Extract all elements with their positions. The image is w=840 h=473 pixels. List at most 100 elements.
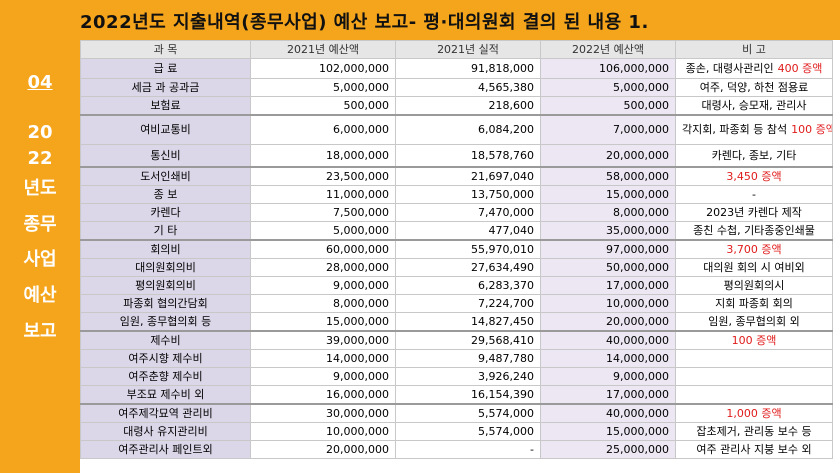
note-text: 평의원회의시 bbox=[723, 278, 785, 292]
row-note: - bbox=[675, 185, 833, 204]
row-budget-2022: 15,000,000 bbox=[540, 422, 676, 441]
row-note bbox=[675, 367, 833, 386]
note-text: 2023년 카렌다 제작 bbox=[706, 205, 802, 219]
row-actual-2021: 27,634,490 bbox=[395, 258, 541, 277]
row-subject: 부조묘 제수비 외 bbox=[80, 385, 251, 405]
note-text: 각지회, 파종회 등 참석 bbox=[682, 123, 788, 136]
table-row: 통신비 18,000,000 18,578,760 20,000,000 카렌다, 종보… bbox=[80, 144, 833, 168]
row-actual-2021: 477,040 bbox=[395, 221, 541, 241]
row-note: 3,700 증액 bbox=[675, 239, 833, 259]
row-budget-2022: 25,000,000 bbox=[540, 440, 676, 459]
row-note: 카렌다, 종보, 기타 bbox=[675, 144, 833, 168]
row-actual-2021: 5,574,000 bbox=[395, 403, 541, 423]
row-note: 잡초제거, 관리동 보수 등 bbox=[675, 422, 833, 441]
row-budget-2021: 10,000,000 bbox=[250, 422, 396, 441]
table-row: 카렌다 7,500,000 7,470,000 8,000,000 2023년 카렌다 … bbox=[80, 203, 833, 222]
row-note: 1,000 증액 bbox=[675, 403, 833, 423]
header-subject: 과 목 bbox=[80, 40, 251, 59]
row-budget-2022: 7,000,000 bbox=[540, 114, 676, 145]
table-row: 여주시향 제수비 14,000,000 9,487,780 14,000,000 bbox=[80, 349, 833, 368]
row-actual-2021: 16,154,390 bbox=[395, 385, 541, 405]
row-note: 2023년 카렌다 제작 bbox=[675, 203, 833, 222]
row-budget-2021: 28,000,000 bbox=[250, 258, 396, 277]
row-actual-2021: - bbox=[395, 440, 541, 459]
table-row: 대령사 유지관리비 10,000,000 5,574,000 15,000,000 잡초… bbox=[80, 422, 833, 441]
row-budget-2022: 20,000,000 bbox=[540, 144, 676, 168]
row-actual-2021: 6,084,200 bbox=[395, 114, 541, 145]
row-subject: 여주시향 제수비 bbox=[80, 349, 251, 368]
side-label: 04 bbox=[27, 72, 53, 93]
row-budget-2022: 35,000,000 bbox=[540, 221, 676, 241]
row-actual-2021: 4,565,380 bbox=[395, 78, 541, 97]
row-actual-2021: 7,224,700 bbox=[395, 294, 541, 313]
row-actual-2021: 9,487,780 bbox=[395, 349, 541, 368]
row-note: 평의원회의시 bbox=[675, 276, 833, 295]
row-subject: 종 보 bbox=[80, 185, 251, 204]
note-text: 대령사, 승모재, 관리사 bbox=[701, 98, 807, 112]
table-row: 급 료 102,000,000 91,818,000 106,000,000 종손, 대… bbox=[80, 58, 833, 79]
row-subject: 급 료 bbox=[80, 58, 251, 79]
side-label: 20 bbox=[27, 122, 53, 143]
row-budget-2022: 97,000,000 bbox=[540, 239, 676, 259]
row-budget-2022: 15,000,000 bbox=[540, 185, 676, 204]
row-budget-2021: 500,000 bbox=[250, 96, 396, 116]
row-actual-2021: 21,697,040 bbox=[395, 166, 541, 186]
side-label: 년도 bbox=[23, 178, 57, 199]
row-subject: 통신비 bbox=[80, 144, 251, 168]
note-text: 종손, 대령사관리인 bbox=[685, 61, 774, 75]
row-note: 임원, 종무협의회 외 bbox=[675, 312, 833, 332]
row-budget-2021: 102,000,000 bbox=[250, 58, 396, 79]
row-actual-2021: 14,827,450 bbox=[395, 312, 541, 332]
row-subject: 여주춘향 제수비 bbox=[80, 367, 251, 386]
row-actual-2021: 218,600 bbox=[395, 96, 541, 116]
row-subject: 제수비 bbox=[80, 330, 251, 350]
report-title: 2022년도 지출내역(종무사업) 예산 보고- 평·대의원회 결의 된 내용 … bbox=[80, 12, 649, 33]
row-subject: 기 타 bbox=[80, 221, 251, 241]
note-increase: 3,450 증액 bbox=[726, 169, 782, 183]
row-actual-2021: 6,283,370 bbox=[395, 276, 541, 295]
row-actual-2021: 3,926,240 bbox=[395, 367, 541, 386]
row-subject: 여주관리사 페인트외 bbox=[80, 440, 251, 459]
table-row: 종 보 11,000,000 13,750,000 15,000,000 - bbox=[80, 185, 833, 204]
side-label: 예산 bbox=[23, 285, 57, 306]
note-text: 잡초제거, 관리동 보수 등 bbox=[696, 424, 812, 438]
table-row: 여주제각묘역 관리비 30,000,000 5,574,000 40,000,000 1… bbox=[80, 403, 833, 423]
table-row: 여주춘향 제수비 9,000,000 3,926,240 9,000,000 bbox=[80, 367, 833, 386]
row-actual-2021: 91,818,000 bbox=[395, 58, 541, 79]
note-text: - bbox=[752, 187, 756, 201]
row-budget-2021: 39,000,000 bbox=[250, 330, 396, 350]
table-row: 부조묘 제수비 외 16,000,000 16,154,390 17,000,000 bbox=[80, 385, 833, 405]
title-bar: 2022년도 지출내역(종무사업) 예산 보고- 평·대의원회 결의 된 내용 … bbox=[0, 0, 840, 40]
row-budget-2021: 5,000,000 bbox=[250, 78, 396, 97]
row-budget-2021: 5,000,000 bbox=[250, 221, 396, 241]
side-label: 사업 bbox=[23, 249, 57, 270]
row-budget-2021: 23,500,000 bbox=[250, 166, 396, 186]
row-budget-2021: 11,000,000 bbox=[250, 185, 396, 204]
header-budget-2021: 2021년 예산액 bbox=[250, 40, 396, 59]
row-budget-2021: 6,000,000 bbox=[250, 114, 396, 145]
note-text: 임원, 종무협의회 외 bbox=[708, 314, 800, 328]
row-subject: 세금 과 공과금 bbox=[80, 78, 251, 97]
note-text: 대의원 회의 시 여비외 bbox=[703, 260, 805, 274]
note-increase: 100 증액 bbox=[731, 333, 777, 347]
row-budget-2021: 7,500,000 bbox=[250, 203, 396, 222]
table-row: 보험료 500,000 218,600 500,000 대령사, 승모재, 관리사 bbox=[80, 96, 833, 116]
row-actual-2021: 5,574,000 bbox=[395, 422, 541, 441]
table-row: 대의원회의비 28,000,000 27,634,490 50,000,000 대의원 … bbox=[80, 258, 833, 277]
row-budget-2022: 17,000,000 bbox=[540, 276, 676, 295]
row-budget-2021: 14,000,000 bbox=[250, 349, 396, 368]
note-text: 여주 관리사 지붕 보수 외 bbox=[696, 442, 812, 456]
row-budget-2022: 58,000,000 bbox=[540, 166, 676, 186]
row-note: 100 증액 bbox=[675, 330, 833, 350]
row-budget-2022: 8,000,000 bbox=[540, 203, 676, 222]
row-subject: 보험료 bbox=[80, 96, 251, 116]
row-subject: 대령사 유지관리비 bbox=[80, 422, 251, 441]
row-note: 종친 수첩, 기타종중인쇄물 bbox=[675, 221, 833, 241]
table-row: 세금 과 공과금 5,000,000 4,565,380 5,000,000 여주, 덕… bbox=[80, 78, 833, 97]
table-row: 기 타 5,000,000 477,040 35,000,000 종친 수첩, 기타종중… bbox=[80, 221, 833, 241]
row-budget-2022: 40,000,000 bbox=[540, 330, 676, 350]
row-actual-2021: 18,578,760 bbox=[395, 144, 541, 168]
row-budget-2021: 18,000,000 bbox=[250, 144, 396, 168]
row-subject: 회의비 bbox=[80, 239, 251, 259]
side-label: 보고 bbox=[23, 321, 57, 342]
